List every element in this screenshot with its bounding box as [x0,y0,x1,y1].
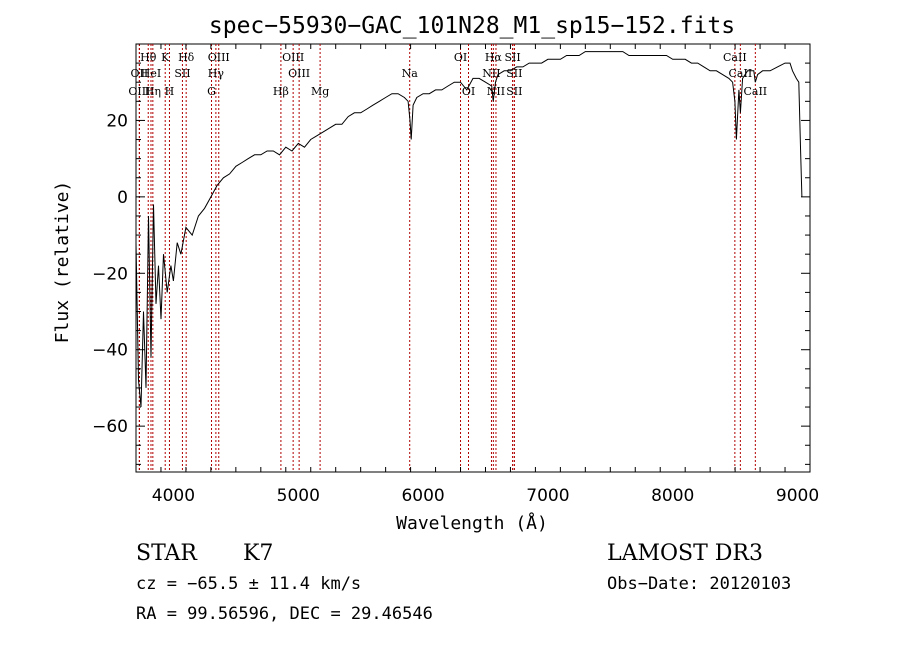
plot-frame [135,43,811,473]
line-label: Hγ [208,67,225,80]
spectrum-series [135,51,803,408]
redshift-readout: cz = −65.5 ± 11.4 km/s [136,574,362,594]
y-tick-label: −40 [92,341,128,361]
spectrum-chart: spec−55930−GAC_101N28_M1_sp15−152.fits H… [52,13,819,534]
line-label: SII [504,51,520,64]
line-label: Hα [485,51,503,64]
line-label: Mg [311,85,329,98]
line-label: NII [487,85,505,98]
x-tick-label: 7000 [526,486,569,506]
line-label: CaII [743,85,767,98]
line-label: OIII [288,67,310,80]
line-label: OII [131,67,149,80]
line-label: Hη [145,85,161,98]
line-label: OIII [282,51,304,64]
line-label: H [165,85,175,98]
x-axis: 4000 5000 6000 7000 8000 9000 [135,44,819,506]
line-label: Hδ [178,51,195,64]
x-tick-label: 9000 [776,486,819,506]
line-label: CaII [723,51,747,64]
y-tick-label: 0 [117,188,128,208]
line-label: Na [402,67,419,80]
line-label: SII [174,67,190,80]
y-axis-label: Flux (relative) [52,181,73,344]
chart-title: spec−55930−GAC_101N28_M1_sp15−152.fits [209,13,735,39]
line-label: NII [482,67,500,80]
y-tick-label: −20 [92,264,128,284]
x-tick-label: 4000 [152,486,195,506]
y-tick-label: 20 [106,111,128,131]
line-label: G [207,85,216,98]
line-label: HeI [141,67,161,80]
coordinates: RA = 99.56596, DEC = 29.46546 [136,604,433,624]
y-axis: −60 −40 −20 0 20 [92,43,810,465]
line-label: SII [506,67,522,80]
obs-date: Obs−Date: 20120103 [607,574,792,594]
x-tick-label: 6000 [401,486,444,506]
emission-line-markers [138,44,756,472]
line-label: OIII [128,85,150,98]
object-class: STAR [136,541,197,566]
spectral-subclass: K7 [243,541,274,566]
line-label: OIII [208,51,230,64]
line-label: CaII [729,67,753,80]
line-label: K [161,51,170,64]
line-label: SII [506,85,522,98]
x-axis-label: Wavelength (Å) [396,512,548,534]
x-tick-label: 5000 [277,486,320,506]
line-label: Hβ [273,85,289,98]
line-label: OI [454,51,467,64]
line-label: Hθ [140,51,157,64]
x-tick-label: 8000 [651,486,694,506]
y-tick-label: −60 [92,417,128,437]
survey-name: LAMOST DR3 [607,541,763,566]
